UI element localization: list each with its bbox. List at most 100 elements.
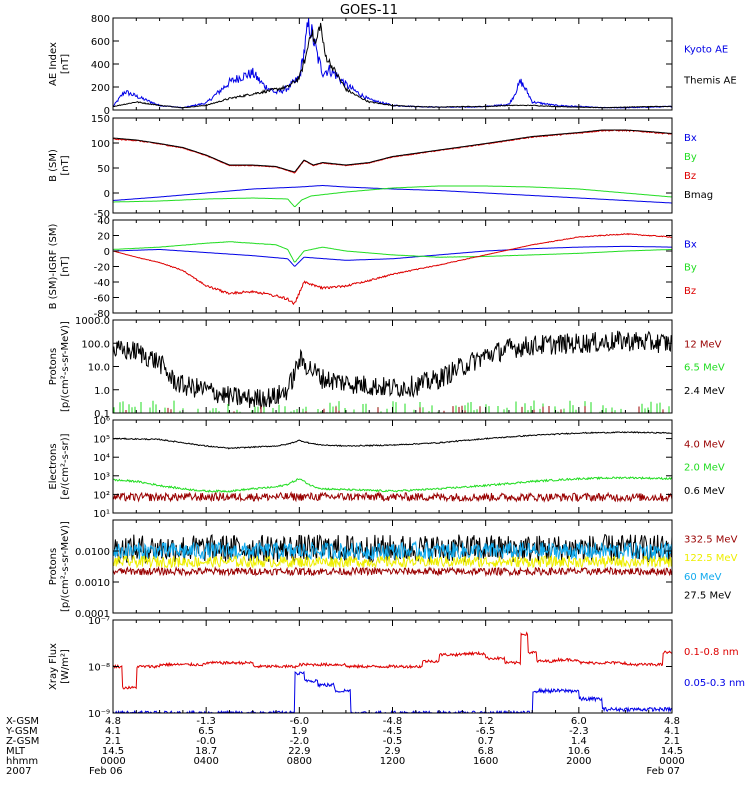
y-axis-label: Electrons xyxy=(48,443,59,489)
panel-6: 0.0001 0.0010 0.0100 Protons [p/(cm²-s-sr-Me… xyxy=(48,519,738,620)
x-tick-value: 1.2 xyxy=(478,716,494,727)
y-axis-label: [nT] xyxy=(60,155,71,175)
x-tick-value: 0000 xyxy=(100,756,125,767)
y-axis-label: Protons xyxy=(48,348,59,385)
series-2-4-mev xyxy=(113,330,672,410)
panel-7: 10⁻⁹ 10⁻⁸ 10⁻⁷ Xray Flux [W/m²] 0.1-0.8 nm 0.0… xyxy=(48,616,745,720)
x-tick-value: 4.8 xyxy=(664,716,680,727)
y-tick-label: 10¹ xyxy=(93,509,110,520)
y-tick-label: 10² xyxy=(93,490,110,501)
y-axis-label: [e/(cm²-s-sr)] xyxy=(60,433,71,499)
legend-label: 2.0 MeV xyxy=(684,463,725,474)
y-axis-label: B (SM)-IGRF (SM) xyxy=(48,224,59,310)
y-tick-label: 1000.0 xyxy=(75,316,110,327)
x-tick-value: 2.1 xyxy=(105,736,121,747)
panel-frame xyxy=(112,319,673,414)
y-tick-label: -50 xyxy=(94,209,110,220)
x-tick-value: -4.5 xyxy=(383,726,403,737)
legend-label: Bx xyxy=(684,239,697,250)
y-tick-label: 10⁴ xyxy=(93,453,110,464)
x-tick-value: 1600 xyxy=(473,756,498,767)
y-tick-label: 0.0010 xyxy=(75,578,110,589)
y-axis-label: B (SM) xyxy=(48,149,59,182)
y-tick-label: 10⁻⁹ xyxy=(88,709,110,720)
legend-label: 332.5 MeV xyxy=(684,535,738,546)
panel-frame xyxy=(112,17,673,111)
series-122-5-mev xyxy=(113,554,672,570)
legend-label: Kyoto AE xyxy=(684,45,728,56)
y-tick-label: 0.0100 xyxy=(75,547,110,558)
legend-label: By xyxy=(684,152,697,163)
panel-5: 10¹ 10² 10³ 10⁴ 10⁵ 10⁶ Electrons [e/(cm²-s-sr)… xyxy=(48,416,725,520)
series-6-5-mev xyxy=(113,400,670,413)
y-tick-label: 0 xyxy=(104,247,110,258)
x-tick-value: -0.0 xyxy=(196,736,216,747)
y-tick-label: 0.1 xyxy=(94,409,110,420)
y-axis-label: [p/(cm²-s-sr-MeV)] xyxy=(60,521,71,612)
x-tick-value: 2.9 xyxy=(385,746,401,757)
series-60-mev xyxy=(113,540,672,561)
legend-label: 12 MeV xyxy=(684,339,722,350)
x-tick-value: 0400 xyxy=(193,756,218,767)
x-tick-value: 10.6 xyxy=(568,746,590,757)
series-bmag xyxy=(113,129,672,173)
legend-label: 122.5 MeV xyxy=(684,553,738,564)
x-tick-value: 1.9 xyxy=(291,726,307,737)
series-332-5-mev xyxy=(113,565,672,577)
x-tick-value: 4.1 xyxy=(664,726,680,737)
x-row-label: hhmm xyxy=(6,756,38,767)
x-tick-value: 14.5 xyxy=(102,746,124,757)
x-tick-value: 18.7 xyxy=(195,746,217,757)
x-tick-value: -6.0 xyxy=(290,716,310,727)
y-tick-label: 0 xyxy=(104,189,110,200)
y-tick-label: 10³ xyxy=(93,472,110,483)
y-tick-label: 600 xyxy=(91,37,110,48)
panel-2: -50 0 50 100 150 B (SM) [nT] Bx By Bz Bmag xyxy=(48,114,713,220)
series-bz xyxy=(113,129,672,174)
legend-label: Themis AE xyxy=(683,75,737,86)
series-bx xyxy=(113,185,672,204)
x-tick-value: 2000 xyxy=(566,756,591,767)
series-4-0-mev xyxy=(113,490,672,503)
y-tick-label: 100 xyxy=(91,139,110,150)
series-by xyxy=(113,241,672,263)
y-tick-label: 150 xyxy=(91,114,110,125)
panel-1-series xyxy=(113,18,672,109)
y-axis-label: AE Index xyxy=(48,42,59,86)
x-tick-value: 6.0 xyxy=(571,716,587,727)
x-tick-value: 2.1 xyxy=(664,736,680,747)
legend-label: 0.05-0.3 nm xyxy=(684,678,745,689)
series-themis-ae xyxy=(113,22,672,109)
x-tick-value: 1200 xyxy=(380,756,405,767)
legend-label: 6.5 MeV xyxy=(684,363,725,374)
y-axis-label: [p/(cm²-s-sr-MeV)] xyxy=(60,321,71,412)
series-0-1-0-8-nm xyxy=(113,631,672,690)
x-tick-value: 4.1 xyxy=(105,726,121,737)
legend-label: 2.4 MeV xyxy=(684,386,725,397)
x-row-label: Y-GSM xyxy=(5,726,38,737)
x-tick-value: -4.8 xyxy=(383,716,403,727)
x-row-label: Z-GSM xyxy=(6,736,39,747)
y-tick-label: -40 xyxy=(94,278,110,289)
x-tick-value: 14.5 xyxy=(661,746,683,757)
series-0-6-mev xyxy=(113,431,672,450)
x-row-label: MLT xyxy=(6,746,26,757)
panel-3: -80 -60 -40 -20 0 20 40 B (SM)-IGRF (SM) [nT] Bx B… xyxy=(48,216,697,320)
x-tick-value: 0000 xyxy=(659,756,684,767)
y-tick-label: 10⁻⁸ xyxy=(88,663,110,674)
legend-label: Bx xyxy=(684,133,697,144)
panel-frame xyxy=(112,219,673,314)
series-12-mev xyxy=(125,405,664,413)
x-tick-value: 4.8 xyxy=(105,716,121,727)
panel-1: 0 200 400 600 800 AE Index [nT] Kyoto AE Themis … xyxy=(48,14,737,117)
y-tick-label: 100.0 xyxy=(81,339,110,350)
y-tick-label: 800 xyxy=(91,14,110,25)
x-tick-value: 0.7 xyxy=(478,736,494,747)
series-bz xyxy=(113,232,672,306)
y-axis-label: [nT] xyxy=(60,54,71,74)
x-tick-value: 22.9 xyxy=(288,746,310,757)
legend-label: 27.5 MeV xyxy=(684,590,731,601)
panel-5-series xyxy=(113,431,672,503)
